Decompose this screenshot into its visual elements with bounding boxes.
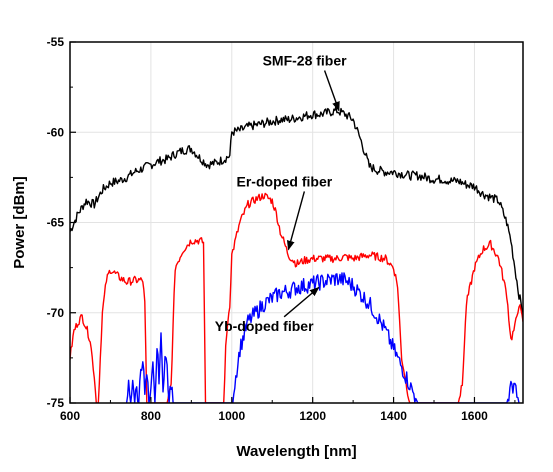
series-line-er-doped-fiber bbox=[70, 192, 523, 403]
y-tick-label: -55 bbox=[47, 35, 65, 49]
annotation-er-doped-fiber: Er-doped fiber bbox=[237, 173, 333, 189]
x-tick-label: 800 bbox=[141, 409, 161, 423]
plot-series bbox=[70, 105, 523, 403]
annotation-arrow bbox=[323, 70, 340, 112]
y-tick-label: -75 bbox=[47, 396, 65, 410]
x-tick-label: 1000 bbox=[218, 409, 245, 423]
x-tick-label: 1200 bbox=[299, 409, 326, 423]
annotation-arrow bbox=[283, 286, 320, 318]
x-tick-label: 1600 bbox=[461, 409, 488, 423]
annotations: SMF-28 fiber Er-doped fiber Yb-doped fiber bbox=[215, 52, 347, 333]
annotation-arrow bbox=[286, 191, 306, 251]
annotation-smf-28-fiber: SMF-28 fiber bbox=[263, 52, 348, 68]
x-tick-label: 1400 bbox=[380, 409, 407, 423]
x-axis-title: Wavelength [nm] bbox=[236, 443, 356, 460]
y-axis-title: Power [dBm] bbox=[11, 176, 28, 269]
x-tick-label: 600 bbox=[60, 409, 80, 423]
y-tick-label: -70 bbox=[47, 306, 65, 320]
annotation-yb-doped-fiber: Yb-doped fiber bbox=[215, 318, 314, 334]
axis-ticks: 600 800 1000 1200 1400 1600 -75 -70 -65 -60 -55 bbox=[47, 35, 516, 423]
series-line-yb-doped-fiber bbox=[125, 272, 520, 403]
y-tick-label: -60 bbox=[47, 125, 65, 139]
series-line-smf-28-fiber bbox=[70, 105, 523, 314]
y-tick-label: -65 bbox=[47, 216, 65, 230]
